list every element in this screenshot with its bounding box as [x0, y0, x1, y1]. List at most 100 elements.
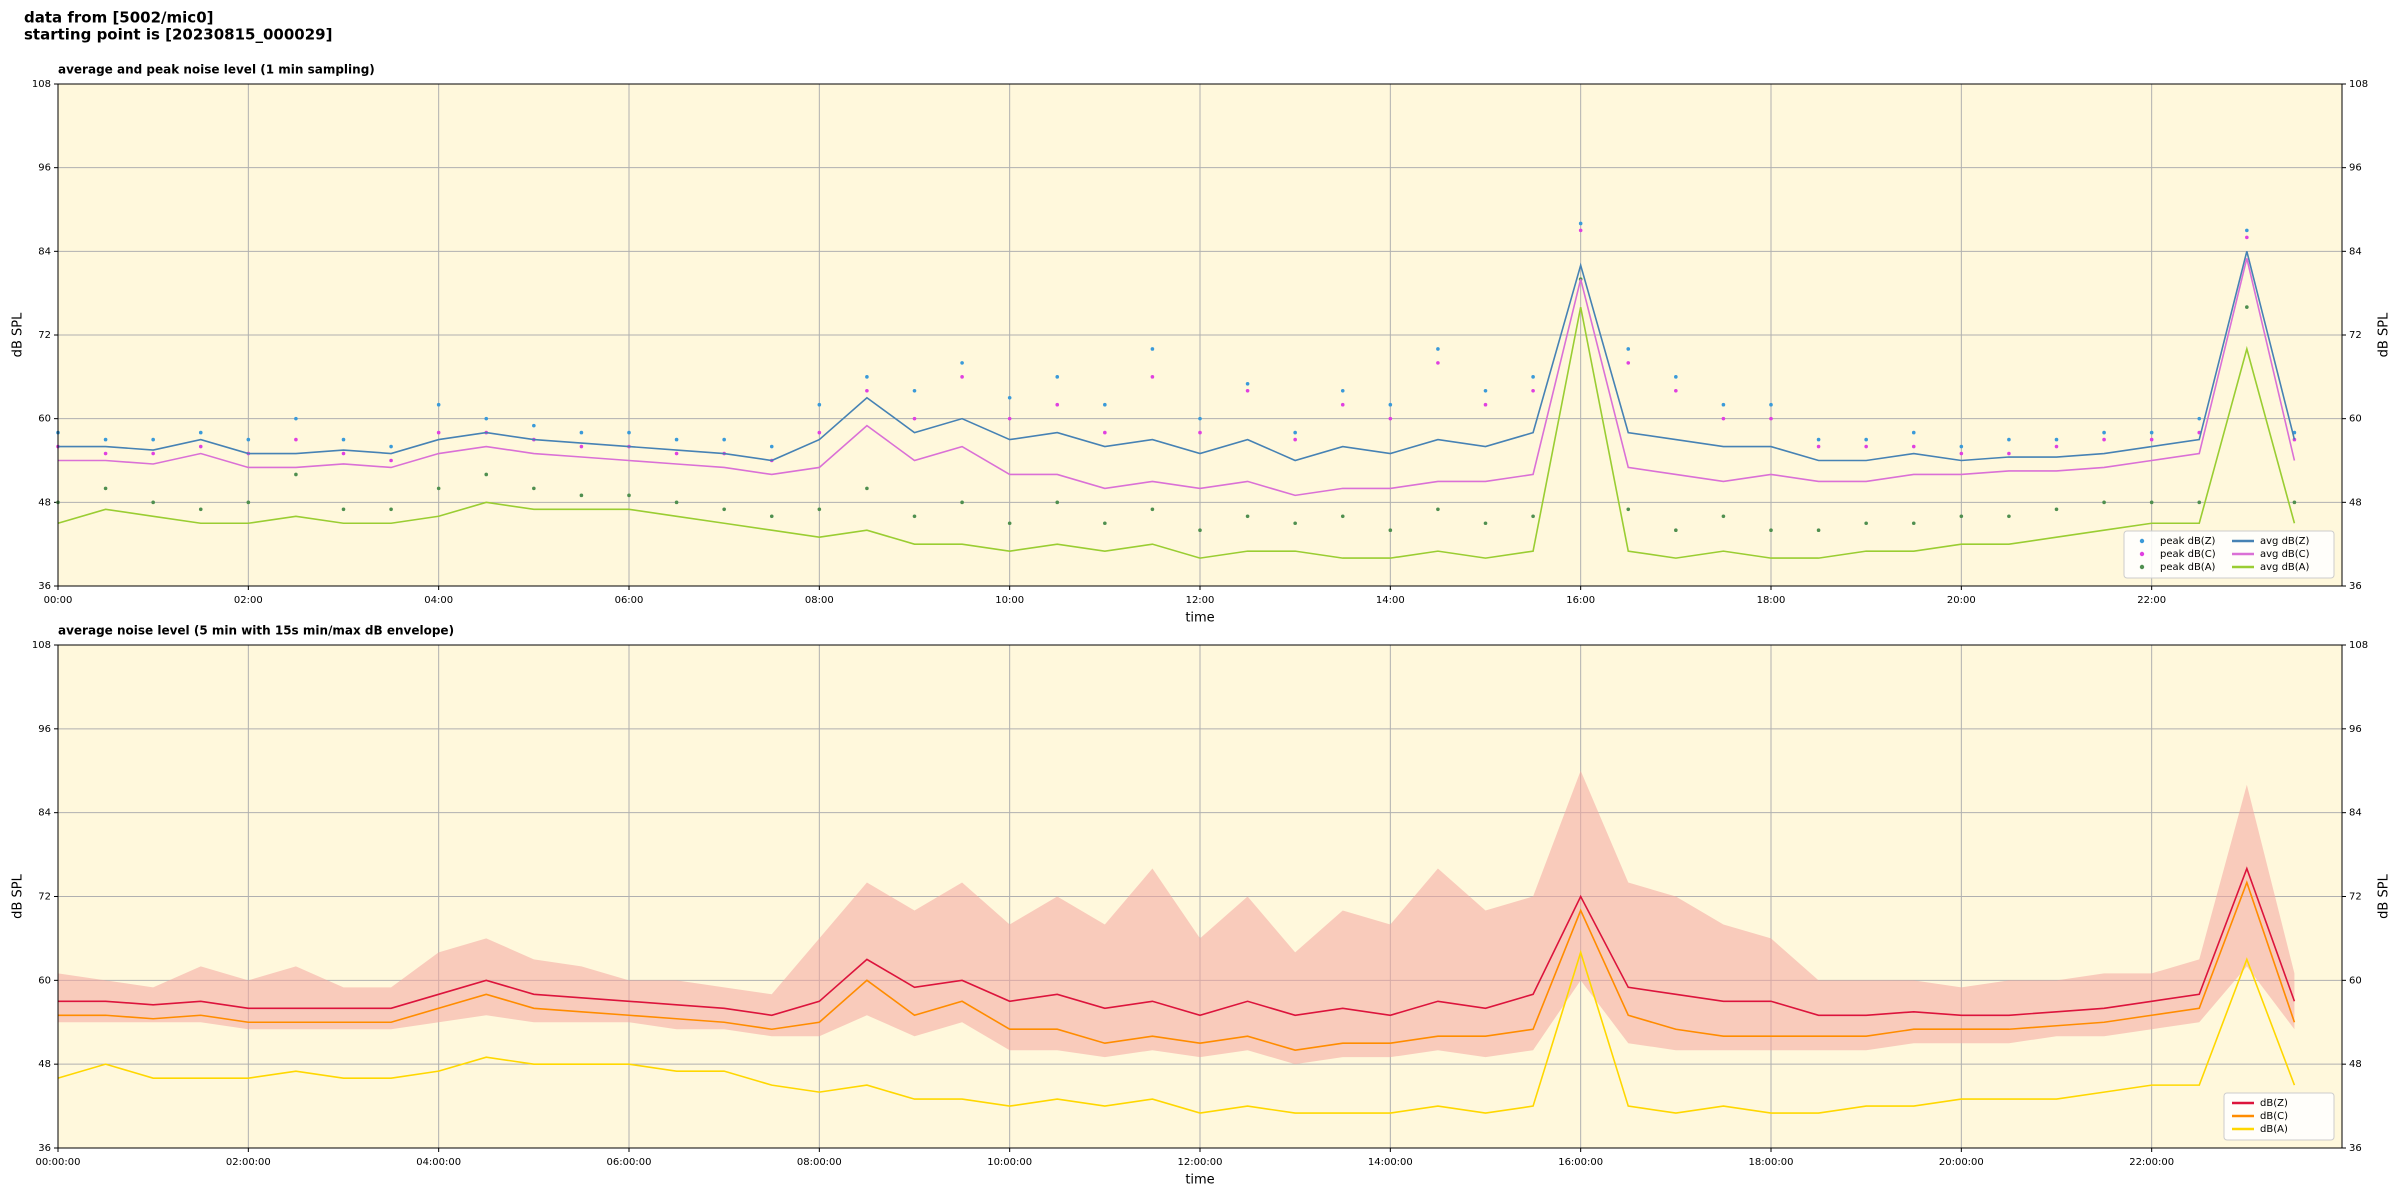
scatter-point — [2245, 305, 2249, 309]
x-tick-label: 04:00:00 — [416, 1157, 461, 1168]
scatter-point — [2102, 437, 2106, 442]
scatter-point — [2054, 444, 2059, 449]
y-axis-label: dB SPL — [11, 312, 26, 357]
subplot-title: average noise level (5 min with 15s min/… — [58, 624, 454, 638]
scatter-point — [1626, 347, 1631, 351]
scatter-point — [1578, 221, 1583, 226]
scatter-point — [865, 486, 869, 491]
scatter-point — [1388, 402, 1393, 407]
series-line — [58, 866, 2296, 1017]
scatter-point — [484, 416, 489, 421]
x-tick-label: 06:00 — [615, 595, 644, 606]
x-tick-label: 02:00 — [234, 595, 263, 606]
plot-frame — [57, 83, 2343, 587]
scatter-point — [1198, 430, 1202, 435]
scatter-point — [2054, 507, 2059, 512]
scatter-point — [1103, 430, 1107, 435]
y-tick-label: 72 — [38, 892, 51, 903]
scatter-point — [436, 430, 441, 435]
scatter-point — [817, 402, 822, 407]
scatter-point — [912, 388, 917, 393]
scatter-point — [1483, 402, 1488, 407]
y-tick-label: 60 — [38, 975, 51, 986]
scatter-point — [2149, 430, 2154, 435]
scatter-point — [1959, 514, 1964, 519]
scatter-point — [389, 444, 393, 449]
scatter-point — [1055, 500, 1060, 505]
y-tick-label: 72 — [2349, 892, 2362, 903]
scatter-point — [865, 388, 869, 393]
scatter-point — [1055, 375, 1060, 379]
scatter-point — [1864, 437, 1868, 442]
scatter-point — [1911, 521, 1916, 526]
x-tick-label: 22:00:00 — [2129, 1157, 2174, 1168]
scatter-point — [1531, 388, 1535, 393]
scatter-point — [2245, 228, 2249, 233]
scatter-point — [817, 430, 822, 435]
y-tick-label: 96 — [2349, 163, 2362, 174]
y-tick-label: 96 — [38, 724, 51, 735]
scatter-point — [1340, 388, 1345, 393]
scatter-point — [1198, 528, 1202, 533]
scatter-point — [294, 472, 298, 477]
scatter-point — [1531, 514, 1535, 519]
legend-label: avg dB(A) — [2260, 562, 2310, 573]
scatter-point — [1293, 437, 1297, 442]
legend-box — [2123, 530, 2335, 579]
x-tick-label: 16:00:00 — [1558, 1157, 1603, 1168]
x-axis-label: time — [1185, 1173, 1214, 1188]
scatter-point — [1436, 507, 1440, 512]
scatter-point — [532, 486, 536, 491]
x-tick-label: 00:00 — [44, 595, 73, 606]
legend-label: dB(Z) — [2260, 1098, 2288, 1109]
scatter-point — [1626, 507, 1631, 512]
scatter-point — [2054, 437, 2059, 442]
scatter-point — [1769, 528, 1773, 533]
x-tick-label: 10:00 — [995, 595, 1024, 606]
scatter-point — [1103, 402, 1107, 407]
scatter-point — [1911, 430, 1916, 435]
scatter-point — [960, 375, 964, 379]
x-tick-label: 12:00:00 — [1178, 1157, 1223, 1168]
scatter-point — [579, 444, 584, 449]
y-tick-label: 84 — [38, 246, 51, 257]
scatter-point — [1340, 402, 1345, 407]
legend-label: peak dB(C) — [2160, 549, 2216, 560]
scatter-point — [1769, 416, 1773, 421]
scatter-point — [674, 500, 679, 505]
plot-frame — [57, 644, 2343, 1149]
legend-label: peak dB(A) — [2160, 562, 2216, 573]
scatter-point — [436, 486, 441, 491]
scatter-point — [1626, 361, 1631, 365]
y-tick-label: 36 — [2349, 581, 2362, 592]
suptitle-line: data from [5002/mic0] — [24, 9, 214, 27]
scatter-point — [1721, 416, 1726, 421]
y-tick-label: 72 — [38, 330, 51, 341]
scatter-point — [1816, 528, 1821, 533]
x-tick-label: 02:00:00 — [226, 1157, 271, 1168]
scatter-point — [103, 486, 108, 491]
scatter-point — [2292, 500, 2297, 505]
y-tick-label: 84 — [38, 808, 51, 819]
scatter-point — [532, 423, 536, 428]
scatter-point — [1150, 507, 1155, 512]
x-tick-label: 20:00:00 — [1939, 1157, 1984, 1168]
scatter-point — [960, 500, 964, 505]
scatter-point — [1674, 388, 1678, 393]
scatter-point — [1578, 228, 1583, 233]
scatter-point — [341, 451, 346, 456]
x-tick-label: 20:00 — [1947, 595, 1976, 606]
scatter-point — [2149, 500, 2154, 505]
x-tick-label: 14:00 — [1376, 595, 1405, 606]
scatter-point — [1864, 444, 1868, 449]
scatter-point — [1721, 514, 1726, 519]
scatter-point — [1531, 375, 1535, 379]
scatter-point — [912, 416, 917, 421]
legend-label: avg dB(Z) — [2260, 536, 2310, 547]
x-tick-label: 18:00:00 — [1749, 1157, 1794, 1168]
scatter-point — [151, 437, 155, 442]
scatter-point — [1388, 416, 1393, 421]
scatter-point — [627, 493, 631, 498]
